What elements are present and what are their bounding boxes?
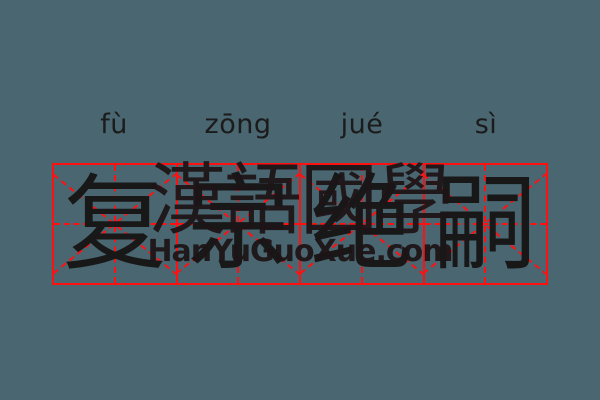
pinyin-4: sì	[474, 109, 498, 140]
pinyin-row: fù zōng jué sì	[52, 103, 548, 147]
grid-cell-2: 宗	[177, 165, 301, 283]
pinyin-3: jué	[340, 109, 384, 140]
grid-cell-3: 绝	[301, 165, 425, 283]
grid-cell-4: 嗣	[424, 165, 546, 283]
hanzi-4: 嗣	[433, 165, 538, 283]
hanzi-1: 复	[62, 165, 167, 283]
grid-cell-1: 复	[54, 165, 178, 283]
pinyin-1: fù	[100, 109, 128, 140]
hanzi-2: 宗	[186, 165, 291, 283]
hanzi-3: 绝	[309, 165, 414, 283]
character-grid: 复 宗 绝 嗣	[52, 163, 548, 285]
pinyin-2: zōng	[204, 109, 272, 140]
